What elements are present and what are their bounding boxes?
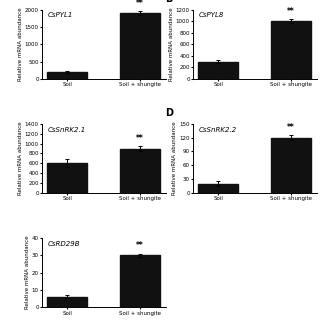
Bar: [120, 148, 160, 193]
Bar: [47, 72, 87, 79]
Y-axis label: Relative mRNA abundance: Relative mRNA abundance: [25, 236, 30, 309]
Text: CsSnRK2.1: CsSnRK2.1: [48, 127, 86, 132]
Text: **: **: [287, 123, 295, 132]
Bar: [271, 138, 311, 193]
Text: **: **: [136, 133, 144, 143]
Text: **: **: [136, 242, 144, 251]
Y-axis label: Relative mRNA abundance: Relative mRNA abundance: [18, 122, 23, 195]
Text: CsSnRK2.2: CsSnRK2.2: [199, 127, 237, 132]
Bar: [198, 61, 238, 79]
Text: **: **: [136, 0, 144, 8]
Y-axis label: Relative mRNA abundance: Relative mRNA abundance: [172, 122, 177, 195]
Y-axis label: Relative mRNA abundance: Relative mRNA abundance: [18, 7, 23, 81]
Text: B: B: [165, 0, 173, 4]
Text: CsPYL1: CsPYL1: [48, 12, 73, 18]
Text: CsPYL8: CsPYL8: [199, 12, 224, 18]
Text: **: **: [287, 7, 295, 16]
Bar: [120, 255, 160, 307]
Text: D: D: [165, 108, 173, 118]
Bar: [198, 184, 238, 193]
Bar: [47, 163, 87, 193]
Bar: [271, 21, 311, 79]
Bar: [47, 297, 87, 307]
Text: CsRD29B: CsRD29B: [48, 241, 80, 247]
Y-axis label: Relative mRNA abundance: Relative mRNA abundance: [169, 7, 174, 81]
Bar: [120, 13, 160, 79]
